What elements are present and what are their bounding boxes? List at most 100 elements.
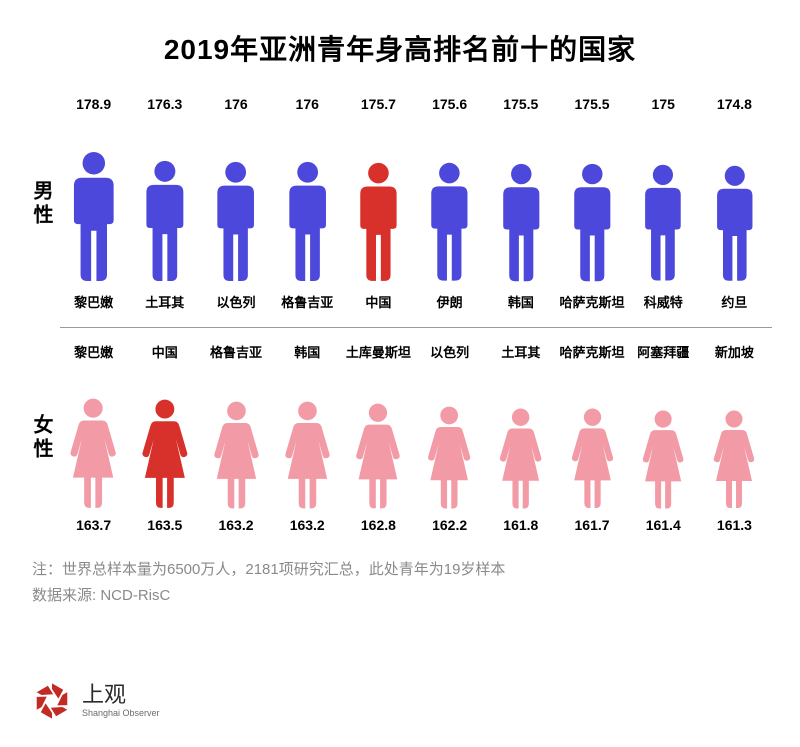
female-person-icon	[64, 397, 122, 509]
source-logo: 上观 Shanghai Observer	[32, 681, 160, 721]
female-value: 161.8	[485, 517, 556, 533]
female-figure-cell	[343, 402, 414, 510]
male-person-icon	[638, 163, 688, 282]
female-section: 女性 黎巴嫩中国格鲁吉亚韩国土库曼斯坦以色列土耳其哈萨克斯坦阿塞拜疆新加坡 16…	[28, 342, 772, 533]
female-figure-cell	[200, 400, 271, 510]
male-gender-label: 男性	[28, 180, 56, 228]
male-person-icon	[424, 161, 475, 282]
male-country: 格鲁吉亚	[272, 292, 343, 311]
female-person-icon	[637, 409, 689, 510]
male-figure-cell	[556, 162, 627, 282]
female-figure-cell	[485, 407, 556, 510]
female-value: 161.3	[699, 517, 770, 533]
male-figure-cell	[272, 160, 343, 282]
note-line-2: 数据来源: NCD-RisC	[32, 583, 772, 609]
male-country: 科威特	[628, 292, 699, 311]
male-figure-cell	[628, 163, 699, 282]
male-country: 哈萨克斯坦	[556, 292, 627, 311]
female-value: 163.2	[272, 517, 343, 533]
female-figure-cell	[58, 397, 129, 509]
male-person-icon	[139, 159, 191, 282]
female-country: 新加坡	[699, 342, 770, 361]
male-value: 175.7	[343, 96, 414, 112]
female-country: 格鲁吉亚	[200, 342, 271, 361]
male-value: 175.5	[556, 96, 627, 112]
male-value: 175	[628, 96, 699, 112]
male-value: 175.5	[485, 96, 556, 112]
male-value: 175.6	[414, 96, 485, 112]
page-title: 2019年亚洲青年身高排名前十的国家	[28, 28, 772, 68]
female-figure-cell	[628, 409, 699, 510]
male-figure-cell	[699, 164, 770, 282]
logo-icon	[32, 681, 72, 721]
female-figure-cell	[129, 398, 200, 509]
male-value: 176	[272, 96, 343, 112]
female-person-icon	[208, 400, 265, 510]
logo-text-cn: 上观	[82, 684, 160, 706]
female-countries-row: 黎巴嫩中国格鲁吉亚韩国土库曼斯坦以色列土耳其哈萨克斯坦阿塞拜疆新加坡	[56, 342, 772, 361]
male-figure-cell	[200, 160, 271, 282]
female-value: 163.2	[200, 517, 271, 533]
female-gender-label: 女性	[28, 414, 56, 462]
male-figure-cell	[343, 161, 414, 282]
male-person-icon	[496, 162, 547, 282]
female-country: 韩国	[272, 342, 343, 361]
male-country: 土耳其	[129, 292, 200, 311]
male-country: 约旦	[699, 292, 770, 311]
male-figures-row	[56, 122, 772, 282]
male-figure-cell	[58, 150, 129, 282]
female-country: 哈萨克斯坦	[556, 342, 627, 361]
female-person-icon	[494, 407, 547, 510]
male-value: 176	[200, 96, 271, 112]
female-person-icon	[708, 409, 760, 509]
male-figure-cell	[485, 162, 556, 282]
female-figure-cell	[556, 407, 627, 509]
female-value: 162.8	[343, 517, 414, 533]
male-country: 黎巴嫩	[58, 292, 129, 311]
male-values-row: 178.9176.3176176175.7175.6175.5175.51751…	[56, 96, 772, 112]
female-country: 土耳其	[485, 342, 556, 361]
infographic-container: 2019年亚洲青年身高排名前十的国家 男性 178.9176.317617617…	[0, 0, 800, 747]
male-value: 174.8	[699, 96, 770, 112]
footnote: 注：世界总样本量为6500万人，2181项研究汇总，此处青年为19岁样本 数据来…	[32, 557, 772, 608]
male-country: 以色列	[200, 292, 271, 311]
female-person-icon	[279, 400, 336, 510]
female-person-icon	[350, 402, 406, 510]
male-section: 男性 178.9176.3176176175.7175.6175.5175.51…	[28, 96, 772, 311]
female-person-icon	[566, 407, 619, 509]
female-country: 阿塞拜疆	[628, 342, 699, 361]
female-person-icon	[422, 405, 476, 510]
male-countries-row: 黎巴嫩土耳其以色列格鲁吉亚中国伊朗韩国哈萨克斯坦科威特约旦	[56, 292, 772, 311]
female-figure-cell	[699, 409, 770, 509]
male-person-icon	[210, 160, 261, 282]
male-value: 178.9	[58, 96, 129, 112]
female-country: 中国	[129, 342, 200, 361]
male-person-icon	[567, 162, 618, 282]
female-figure-cell	[414, 405, 485, 510]
female-figures-row	[56, 369, 772, 509]
female-person-icon	[136, 398, 194, 509]
male-person-icon	[66, 150, 122, 282]
male-value: 176.3	[129, 96, 200, 112]
female-value: 162.2	[414, 517, 485, 533]
male-person-icon	[353, 161, 404, 282]
female-value: 163.5	[129, 517, 200, 533]
female-values-row: 163.7163.5163.2163.2162.8162.2161.8161.7…	[56, 517, 772, 533]
female-country: 黎巴嫩	[58, 342, 129, 361]
female-value: 161.4	[628, 517, 699, 533]
female-figure-cell	[272, 400, 343, 510]
male-figure-cell	[129, 159, 200, 282]
male-country: 伊朗	[414, 292, 485, 311]
male-person-icon	[710, 164, 760, 282]
logo-text-en: Shanghai Observer	[82, 708, 160, 718]
note-line-1: 注：世界总样本量为6500万人，2181项研究汇总，此处青年为19岁样本	[32, 557, 772, 583]
section-divider	[60, 327, 772, 328]
male-person-icon	[282, 160, 333, 282]
female-country: 土库曼斯坦	[343, 342, 414, 361]
male-country: 中国	[343, 292, 414, 311]
male-figure-cell	[414, 161, 485, 282]
female-value: 161.7	[556, 517, 627, 533]
male-country: 韩国	[485, 292, 556, 311]
female-value: 163.7	[58, 517, 129, 533]
female-country: 以色列	[414, 342, 485, 361]
